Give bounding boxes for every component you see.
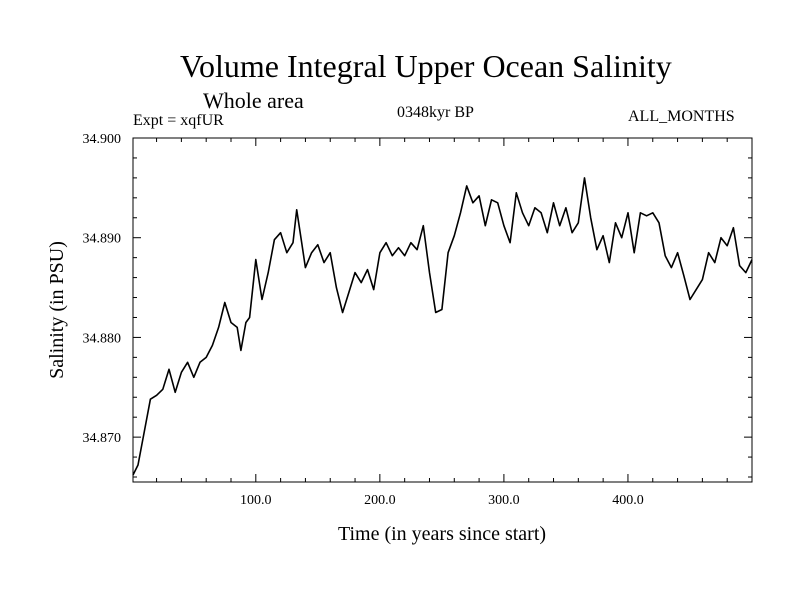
y-tick-label: 34.880 bbox=[83, 331, 122, 346]
chart-subtitle: Whole area bbox=[203, 88, 304, 113]
x-tick-label: 400.0 bbox=[612, 493, 644, 508]
expt-label: Expt = xqfUR bbox=[133, 112, 224, 129]
y-tick-label: 34.890 bbox=[83, 232, 122, 247]
y-tick-label: 34.900 bbox=[83, 132, 122, 147]
period-label: 0348kyr BP bbox=[397, 104, 474, 121]
axis-labels: Time (in years since start) Salinity (in… bbox=[46, 241, 546, 545]
x-axis-label: Time (in years since start) bbox=[338, 523, 546, 545]
plot-frame bbox=[132, 137, 753, 483]
y-tick-label: 34.870 bbox=[83, 431, 122, 446]
months-label: ALL_MONTHS bbox=[628, 108, 735, 125]
chart-title: Volume Integral Upper Ocean Salinity bbox=[180, 48, 672, 84]
y-axis-label: Salinity (in PSU) bbox=[46, 241, 68, 379]
series-line-salinity bbox=[132, 177, 753, 476]
x-tick-label: 200.0 bbox=[364, 493, 396, 508]
axis-ticks: 34.870 34.880 34.890 34.900 100.0 200.0 300.0 4… bbox=[83, 132, 752, 508]
series-layer bbox=[132, 177, 753, 476]
x-tick-label: 100.0 bbox=[240, 493, 272, 508]
x-tick-label: 300.0 bbox=[488, 493, 520, 508]
